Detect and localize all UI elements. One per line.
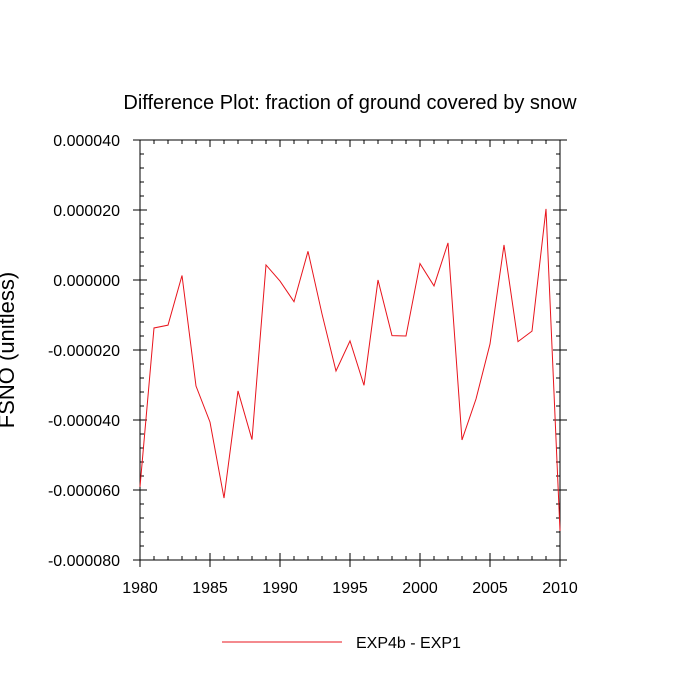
y-axis-label: FSNO (unitless)	[0, 272, 19, 428]
data-point	[532, 331, 533, 332]
data-point	[322, 313, 323, 314]
data-point	[434, 285, 435, 286]
data-point	[238, 390, 239, 391]
data-point	[140, 486, 141, 487]
data-point	[308, 251, 309, 252]
y-tick-label: -0.000040	[48, 413, 120, 430]
y-tick-label: -0.000020	[48, 343, 120, 360]
y-tick-label: 0.000040	[53, 133, 120, 150]
x-tick-label: 1995	[332, 580, 368, 597]
data-point	[504, 245, 505, 246]
data-point	[266, 264, 267, 265]
data-point	[518, 341, 519, 342]
y-tick-label: -0.000060	[48, 483, 120, 500]
data-point	[350, 340, 351, 341]
data-point	[336, 371, 337, 372]
data-point	[546, 208, 547, 209]
x-tick-label: 1980	[122, 580, 158, 597]
data-point	[490, 344, 491, 345]
data-point	[224, 498, 225, 499]
y-tick-label: -0.000080	[48, 553, 120, 570]
data-point	[154, 327, 155, 328]
data-point	[280, 281, 281, 282]
legend-label: EXP4b - EXP1	[356, 635, 461, 652]
x-tick-label: 1990	[262, 580, 298, 597]
plot-frame	[139, 139, 561, 561]
legend: EXP4b - EXP1	[222, 635, 461, 652]
data-point	[378, 280, 379, 281]
data-point	[182, 275, 183, 276]
data-point	[252, 439, 253, 440]
x-tick-label: 1985	[192, 580, 228, 597]
data-point	[196, 386, 197, 387]
x-tick-label: 2005	[472, 580, 508, 597]
data-point	[168, 325, 169, 326]
data-point	[448, 242, 449, 243]
data-point	[392, 335, 393, 336]
x-tick-label: 2010	[542, 580, 578, 597]
y-tick-label: 0.000020	[53, 203, 120, 220]
data-point	[420, 263, 421, 264]
chart-title: Difference Plot: fraction of ground cove…	[123, 92, 577, 114]
series-line-0	[139, 208, 561, 531]
y-tick-label: 0.000000	[53, 273, 120, 290]
x-tick-label: 2000	[402, 580, 438, 597]
data-point	[476, 399, 477, 400]
data-point	[364, 385, 365, 386]
data-point	[210, 422, 211, 423]
data-point	[294, 301, 295, 302]
data-point	[406, 336, 407, 337]
data-point	[462, 439, 463, 440]
data-point	[560, 530, 561, 531]
